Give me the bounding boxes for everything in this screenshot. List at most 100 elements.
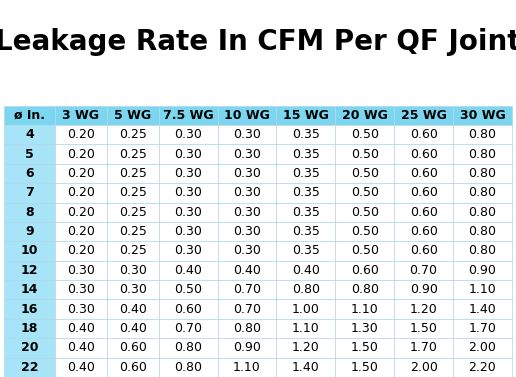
Bar [277,164,335,183]
Text: 0.20: 0.20 [67,167,95,180]
Text: 8: 8 [25,206,34,219]
Bar [394,261,453,280]
Bar [107,202,159,222]
Bar [394,202,453,222]
Bar [277,261,335,280]
Bar [335,144,394,164]
Text: 0.60: 0.60 [410,167,438,180]
Text: 2.00: 2.00 [469,342,496,354]
Bar [335,202,394,222]
Text: 1.50: 1.50 [410,322,438,335]
Bar [218,144,277,164]
Bar [335,319,394,338]
Text: 0.20: 0.20 [67,128,95,141]
Bar [4,183,55,202]
Bar [453,358,512,377]
Bar [107,222,159,241]
Bar [453,299,512,319]
Bar [55,202,107,222]
Bar [218,280,277,299]
Text: 0.30: 0.30 [233,186,261,199]
Bar [277,106,335,125]
Text: 0.25: 0.25 [119,167,147,180]
Text: 0.60: 0.60 [410,186,438,199]
Bar [55,222,107,241]
Bar [4,338,55,358]
Text: 0.30: 0.30 [119,283,147,296]
Bar [55,241,107,261]
Text: 0.80: 0.80 [469,147,496,161]
Text: 0.25: 0.25 [119,128,147,141]
Bar [4,222,55,241]
Bar [218,319,277,338]
Text: 10 WG: 10 WG [224,109,270,122]
Text: 1.50: 1.50 [351,361,379,374]
Bar [394,319,453,338]
Text: 0.40: 0.40 [67,322,95,335]
Text: 0.60: 0.60 [410,225,438,238]
Bar [394,280,453,299]
Bar [218,106,277,125]
Text: 25 WG: 25 WG [400,109,446,122]
Bar [453,261,512,280]
Text: 1.40: 1.40 [469,303,496,316]
Bar [218,222,277,241]
Bar [218,241,277,261]
Text: 0.35: 0.35 [292,186,320,199]
Bar [55,261,107,280]
Text: 0.30: 0.30 [233,225,261,238]
Bar [107,144,159,164]
Text: 0.40: 0.40 [233,264,261,277]
Text: 0.30: 0.30 [67,264,95,277]
Bar [453,164,512,183]
Bar [4,164,55,183]
Bar [335,261,394,280]
Bar [55,319,107,338]
Text: Leakage Rate In CFM Per QF Joint: Leakage Rate In CFM Per QF Joint [0,28,516,56]
Text: 16: 16 [21,303,38,316]
Bar [159,299,218,319]
Text: 0.30: 0.30 [233,206,261,219]
Bar [55,125,107,144]
Bar [335,222,394,241]
Text: 0.60: 0.60 [410,244,438,257]
Bar [159,280,218,299]
Bar [4,202,55,222]
Text: 5: 5 [25,147,34,161]
Bar [218,125,277,144]
Bar [277,241,335,261]
Bar [218,183,277,202]
Bar [335,338,394,358]
Bar [218,358,277,377]
Text: 2.20: 2.20 [469,361,496,374]
Bar [159,164,218,183]
Text: 0.25: 0.25 [119,244,147,257]
Text: 0.80: 0.80 [469,206,496,219]
Text: 0.50: 0.50 [351,186,379,199]
Text: 1.10: 1.10 [469,283,496,296]
Text: 0.60: 0.60 [351,264,379,277]
Text: 0.50: 0.50 [351,206,379,219]
Bar [159,358,218,377]
Bar [394,144,453,164]
Text: 0.30: 0.30 [174,244,202,257]
Bar [335,183,394,202]
Text: 1.10: 1.10 [233,361,261,374]
Text: 1.20: 1.20 [292,342,320,354]
Bar [394,358,453,377]
Bar [453,280,512,299]
Text: 0.40: 0.40 [67,342,95,354]
Text: 0.25: 0.25 [119,147,147,161]
Bar [394,106,453,125]
Text: 0.20: 0.20 [67,147,95,161]
Bar [277,144,335,164]
Bar [107,358,159,377]
Bar [107,106,159,125]
Text: 0.35: 0.35 [292,206,320,219]
Bar [107,183,159,202]
Bar [159,106,218,125]
Text: 1.00: 1.00 [292,303,320,316]
Text: 0.70: 0.70 [410,264,438,277]
Bar [55,299,107,319]
Text: 0.30: 0.30 [119,264,147,277]
